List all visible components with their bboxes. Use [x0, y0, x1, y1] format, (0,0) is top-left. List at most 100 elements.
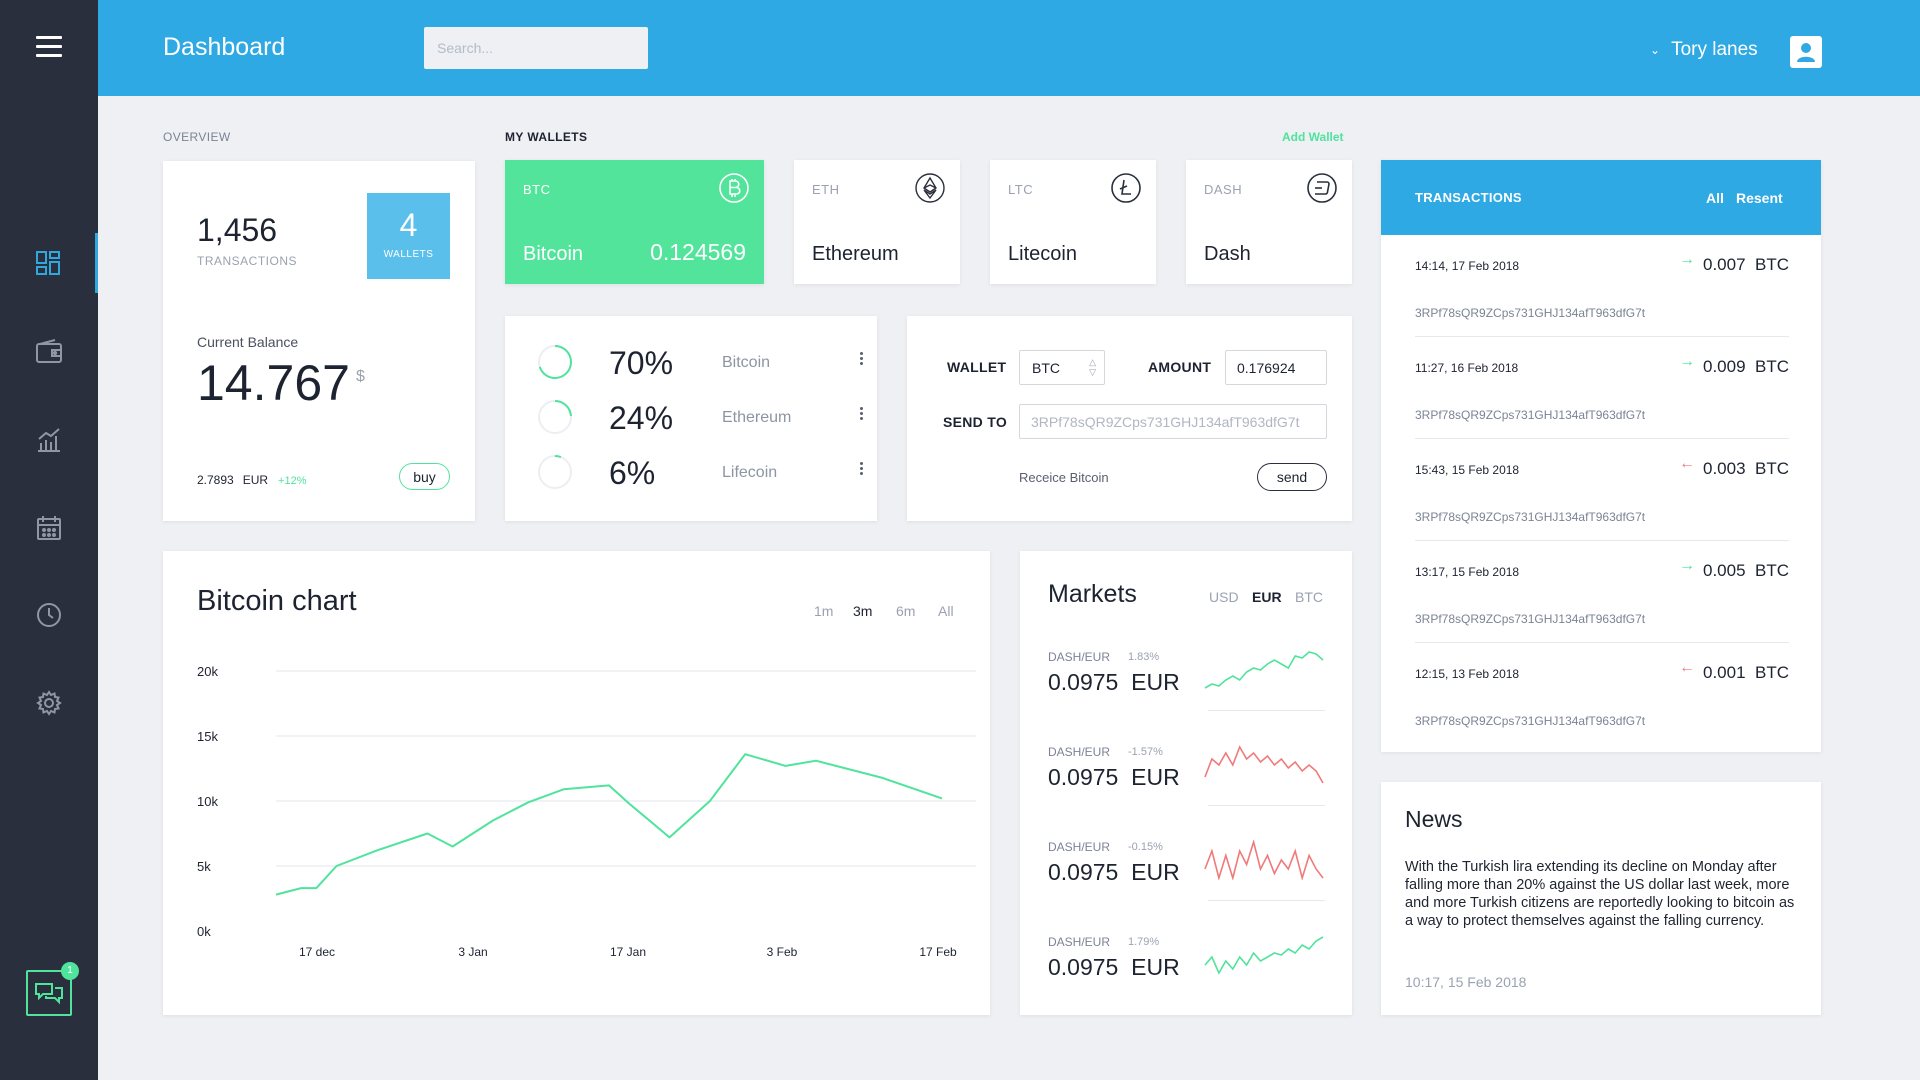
- send-to-field-label: SEND TO: [943, 414, 1008, 430]
- outgoing-arrow-icon: ←: [1679, 659, 1695, 676]
- wallet-balance: 0.124569: [650, 239, 746, 265]
- x-tick-label: 3 Jan: [458, 945, 487, 959]
- wallets-count-label: WALLETS: [383, 249, 434, 260]
- transaction-row[interactable]: 11:27, 16 Feb 2018 → 0.009 BTC 3RPf78sQR…: [1415, 337, 1789, 439]
- send-to-input[interactable]: [1019, 404, 1327, 439]
- user-menu[interactable]: ⌄ Tory lanes: [1650, 39, 1758, 61]
- market-row[interactable]: DASH/EUR 1.83% 0.0975 EUR: [1048, 650, 1325, 745]
- bitcoin-chart-card: Bitcoin chart 1m 3m 6m All 20k 15k 10k 5k 0k…: [163, 551, 990, 1015]
- chat-button[interactable]: 1: [26, 962, 79, 1016]
- market-change: -0.15%: [1128, 841, 1163, 853]
- outgoing-arrow-icon: ←: [1679, 455, 1695, 472]
- more-options-icon[interactable]: [857, 405, 865, 427]
- settings-icon: [36, 690, 62, 716]
- sidebar-item-settings[interactable]: [0, 673, 98, 733]
- sidebar: 1: [0, 0, 98, 1080]
- divider: [1415, 336, 1789, 337]
- clock-icon: [37, 603, 61, 627]
- range-all[interactable]: All: [938, 603, 954, 619]
- stats-icon: [38, 428, 60, 452]
- wallet-symbol: ETH: [812, 182, 840, 197]
- wallet-card-eth[interactable]: ETH Ethereum: [794, 160, 960, 284]
- avatar[interactable]: [1790, 36, 1822, 68]
- market-sparkline: [1204, 840, 1324, 880]
- sidebar-item-stats[interactable]: [0, 410, 98, 470]
- currency-eur[interactable]: EUR: [1252, 589, 1282, 605]
- transaction-row[interactable]: 12:15, 13 Feb 2018 ← 0.001 BTC 3RPf78sQR…: [1415, 643, 1789, 745]
- market-pair: DASH/EUR: [1048, 840, 1111, 854]
- allocation-coin: Bitcoin: [722, 354, 771, 371]
- market-pair: DASH/EUR: [1048, 935, 1111, 949]
- sparkline-path: [1204, 840, 1324, 880]
- dashboard-icon: [35, 251, 60, 275]
- allocation-percent: 70%: [609, 345, 674, 381]
- transaction-row[interactable]: 14:14, 17 Feb 2018 → 0.007 BTC 3RPf78sQR…: [1415, 235, 1789, 337]
- filter-all[interactable]: All: [1706, 190, 1724, 206]
- my-wallets-label: MY WALLETS: [505, 130, 588, 144]
- ethereum-icon: [915, 173, 945, 203]
- transaction-amount: 0.005 BTC: [1703, 561, 1789, 580]
- market-row[interactable]: DASH/EUR -1.57% 0.0975 EUR: [1048, 745, 1325, 840]
- sidebar-item-calendar[interactable]: [0, 498, 98, 558]
- wallet-card-btc[interactable]: BTC Bitcoin 0.124569: [505, 160, 764, 284]
- x-tick-label: 17 Feb: [919, 945, 957, 959]
- allocation-coin: Ethereum: [722, 409, 792, 426]
- market-row[interactable]: DASH/EUR 1.79% 0.0975 EUR: [1048, 935, 1325, 1030]
- allocation-ring: [538, 400, 572, 434]
- more-options-icon[interactable]: [857, 350, 865, 372]
- x-tick-label: 3 Feb: [767, 945, 798, 959]
- transaction-row[interactable]: 15:43, 15 Feb 2018 ← 0.003 BTC 3RPf78sQR…: [1415, 439, 1789, 541]
- hamburger-menu-icon[interactable]: [36, 36, 62, 60]
- send-button[interactable]: send: [1257, 463, 1327, 491]
- chevron-down-icon: ⌄: [1650, 43, 1661, 57]
- transaction-address: 3RPf78sQR9ZCps731GHJ134afT963dfG7t: [1415, 306, 1646, 320]
- transaction-amount: 0.003 BTC: [1703, 459, 1789, 478]
- sidebar-item-history[interactable]: [0, 585, 98, 645]
- add-wallet-link[interactable]: Add Wallet: [1282, 130, 1344, 144]
- wallet-card-dash[interactable]: DASH Dash: [1186, 160, 1352, 284]
- search-input[interactable]: [424, 27, 648, 69]
- sidebar-item-wallet[interactable]: [0, 322, 98, 382]
- currency-usd[interactable]: USD: [1209, 589, 1239, 605]
- range-6m[interactable]: 6m: [896, 603, 916, 619]
- allocation-card: 70% Bitcoin 24% Ethereum 6% Lifecoin: [505, 316, 877, 521]
- user-name: Tory lanes: [1671, 39, 1758, 60]
- market-row[interactable]: DASH/EUR -0.15% 0.0975 EUR: [1048, 840, 1325, 935]
- x-tick-label: 17 dec: [299, 945, 335, 959]
- balance-unit: $: [356, 368, 365, 385]
- transaction-row[interactable]: 13:17, 15 Feb 2018 → 0.005 BTC 3RPf78sQR…: [1415, 541, 1789, 643]
- allocation-ring: [538, 455, 572, 489]
- wallet-card-ltc[interactable]: LTC Litecoin: [990, 160, 1156, 284]
- wallet-name: Litecoin: [1008, 243, 1077, 265]
- range-3m[interactable]: 3m: [853, 603, 873, 619]
- divider: [1208, 900, 1325, 901]
- range-1m[interactable]: 1m: [814, 603, 834, 619]
- transaction-time: 15:43, 15 Feb 2018: [1415, 463, 1520, 477]
- market-pair: DASH/EUR: [1048, 650, 1111, 664]
- more-options-icon[interactable]: [857, 460, 865, 482]
- market-price: 0.0975 EUR: [1048, 669, 1180, 695]
- wallet-name: Dash: [1204, 243, 1251, 265]
- wallet-symbol: BTC: [523, 182, 551, 197]
- receive-bitcoin-link[interactable]: Receice Bitcoin: [1019, 470, 1109, 485]
- balance-change: +12%: [278, 475, 307, 487]
- send-card: WALLET BTC △▽ AMOUNT SEND TO Receice Bit…: [907, 316, 1352, 521]
- amount-input[interactable]: [1225, 350, 1327, 385]
- allocation-coin: Lifecoin: [722, 464, 778, 481]
- divider: [1415, 438, 1789, 439]
- markets-title: Markets: [1048, 580, 1137, 608]
- x-tick-label: 17 Jan: [610, 945, 646, 959]
- chat-badge: 1: [61, 962, 79, 980]
- sparkline-path: [1204, 745, 1324, 784]
- buy-button[interactable]: buy: [399, 463, 450, 490]
- filter-recent[interactable]: Resent: [1736, 190, 1783, 206]
- fiat-currency: EUR: [242, 473, 269, 487]
- y-tick-label: 15k: [197, 729, 218, 744]
- dash-icon: [1307, 173, 1337, 203]
- incoming-arrow-icon: →: [1679, 251, 1695, 268]
- transaction-time: 11:27, 16 Feb 2018: [1415, 361, 1519, 375]
- sidebar-item-dashboard[interactable]: [0, 233, 98, 293]
- currency-btc[interactable]: BTC: [1295, 589, 1323, 605]
- wallet-select[interactable]: BTC △ ▽: [1019, 350, 1105, 385]
- news-title: News: [1405, 806, 1463, 832]
